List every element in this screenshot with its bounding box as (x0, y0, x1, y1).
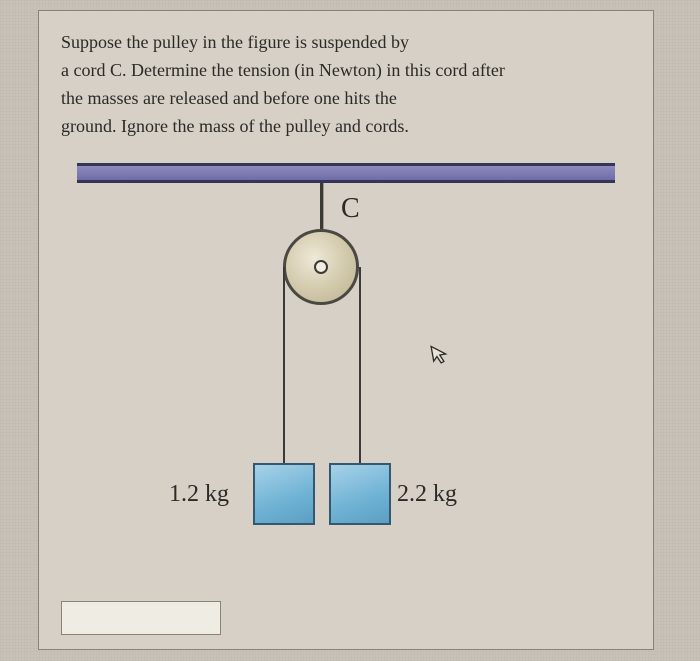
cord-c-label: C (341, 193, 360, 225)
mass-right (329, 463, 391, 525)
mass-left (253, 463, 315, 525)
question-text: Suppose the pulley in the figure is susp… (61, 29, 631, 141)
pulley-figure: C 1.2 kg 2.2 kg (61, 163, 631, 563)
question-line-4: ground. Ignore the mass of the pulley an… (61, 113, 631, 141)
question-line-2: a cord C. Determine the tension (in Newt… (61, 57, 631, 85)
cursor-icon (429, 341, 451, 371)
cord-c-highlight (323, 183, 324, 229)
mass-right-label: 2.2 kg (397, 481, 457, 508)
question-card: Suppose the pulley in the figure is susp… (38, 10, 654, 650)
mass-left-label: 1.2 kg (169, 481, 229, 508)
question-line-3: the masses are released and before one h… (61, 85, 631, 113)
question-line-1: Suppose the pulley in the figure is susp… (61, 29, 631, 57)
rope-left (283, 267, 285, 463)
pulley-wheel (283, 229, 359, 305)
rope-right (359, 267, 361, 463)
ceiling-bar (77, 163, 615, 183)
answer-input[interactable] (61, 601, 221, 635)
pulley-hub (314, 260, 328, 274)
